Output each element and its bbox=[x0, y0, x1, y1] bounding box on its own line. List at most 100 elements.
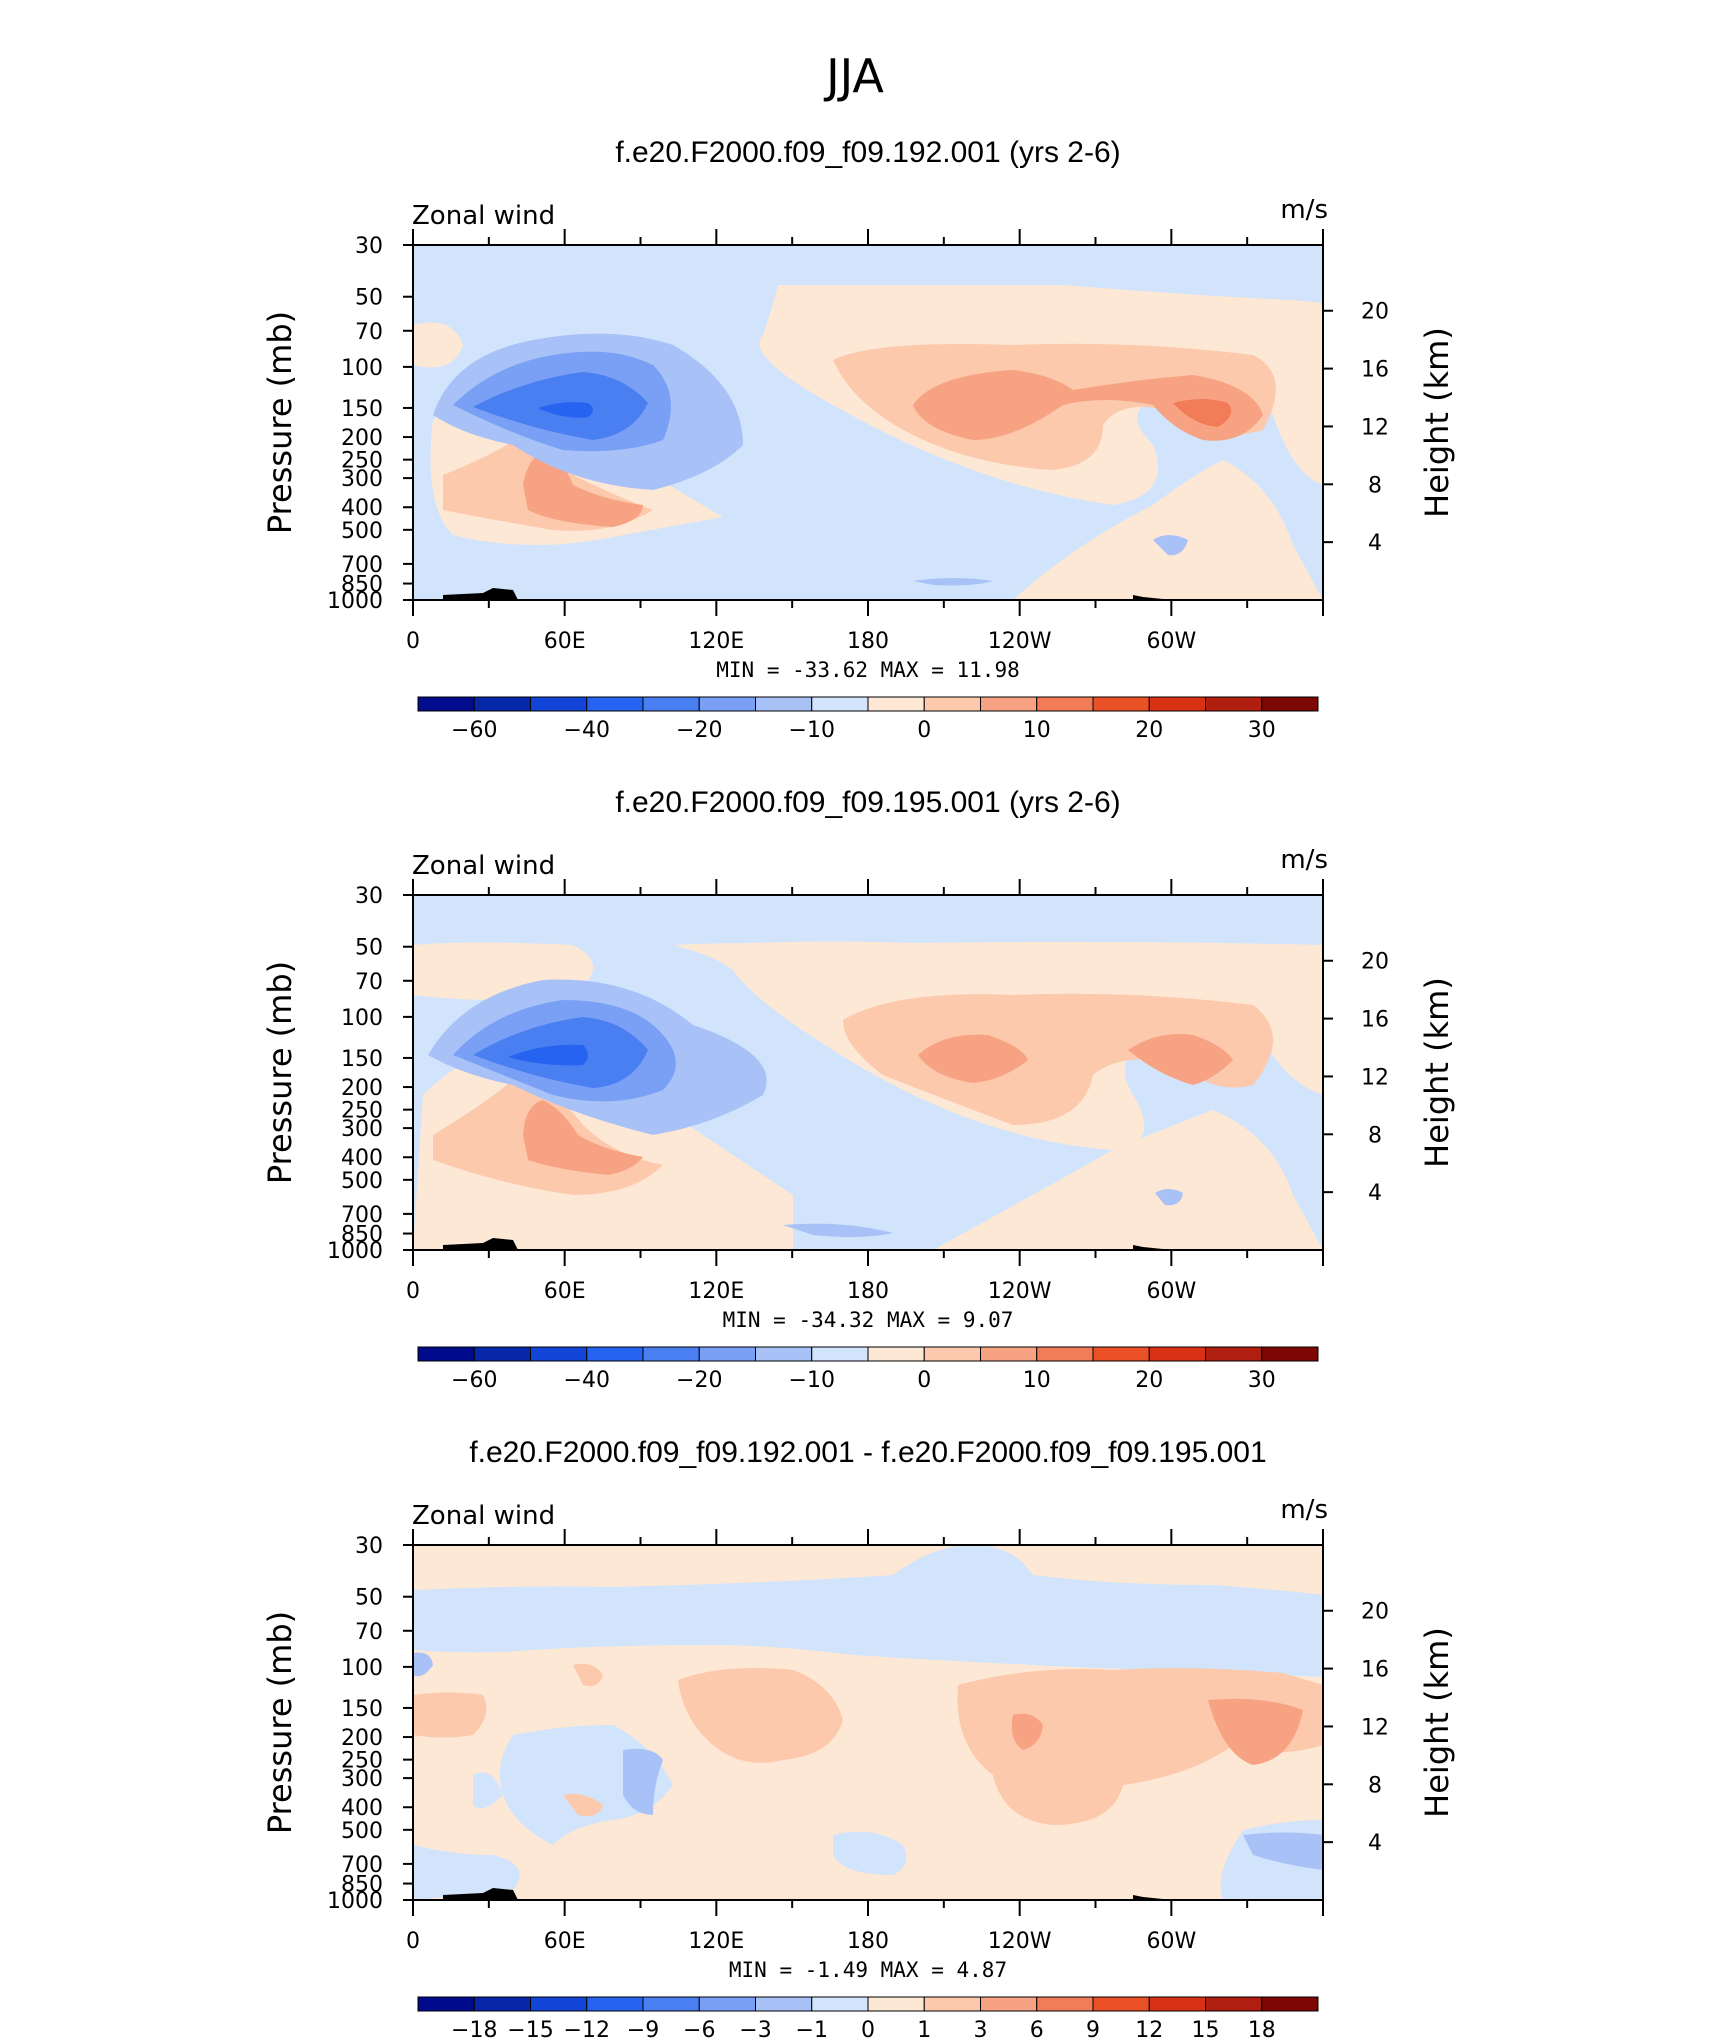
x-tick-label: 0 bbox=[406, 629, 420, 654]
y-tick-label: 500 bbox=[341, 1169, 383, 1194]
y-tick-label: 1000 bbox=[327, 1239, 383, 1264]
topography bbox=[443, 1238, 1173, 1250]
min-max-readout: MIN = -33.62 MAX = 11.98 bbox=[716, 658, 1019, 682]
y-axis-label: Pressure (mb) bbox=[261, 1611, 299, 1834]
colorbar-label: 18 bbox=[1248, 2018, 1276, 2038]
colorbar-box bbox=[1092, 696, 1150, 712]
x-tick-label: 60W bbox=[1146, 1279, 1196, 1304]
colorbar-box bbox=[867, 1996, 925, 2012]
colorbar-box bbox=[473, 696, 531, 712]
contour-plot bbox=[412, 244, 1324, 601]
y-tick-label: 200 bbox=[341, 426, 383, 451]
y-right-tick-label: 4 bbox=[1368, 531, 1382, 556]
colorbar-label: 0 bbox=[917, 718, 931, 743]
contour-level-0-right bbox=[933, 1110, 1323, 1250]
y-tick-label: 70 bbox=[355, 1620, 383, 1645]
y-axis-label: Pressure (mb) bbox=[261, 311, 299, 534]
colorbar-box bbox=[642, 1346, 700, 1362]
colorbar-box bbox=[417, 696, 475, 712]
colorbar-label: −40 bbox=[564, 1368, 610, 1393]
min-max-readout: MIN = -1.49 MAX = 4.87 bbox=[729, 1958, 1007, 1982]
y-tick-label: 50 bbox=[355, 1586, 383, 1611]
colorbar-label: 30 bbox=[1248, 1368, 1276, 1393]
colorbar-label: −15 bbox=[507, 2018, 553, 2038]
y-right-tick-label: 12 bbox=[1361, 415, 1389, 440]
contour-level-neg10-small bbox=[913, 578, 993, 586]
colorbar-label: −1 bbox=[796, 2018, 828, 2038]
colorbar-box bbox=[698, 696, 756, 712]
y-tick-label: 70 bbox=[355, 970, 383, 995]
colorbar-box bbox=[698, 1996, 756, 2012]
colorbar-label: 0 bbox=[861, 2018, 875, 2038]
colorbar-box bbox=[980, 1996, 1038, 2012]
y-tick-label: 200 bbox=[341, 1076, 383, 1101]
colorbar-label: 6 bbox=[1030, 2018, 1044, 2038]
y-right-tick-label: 20 bbox=[1361, 1600, 1389, 1625]
colorbar-box bbox=[755, 1996, 813, 2012]
colorbar-box bbox=[530, 1996, 588, 2012]
y-tick-label: 150 bbox=[341, 1047, 383, 1072]
colorbar-box bbox=[1036, 1996, 1094, 2012]
colorbar-label: −60 bbox=[451, 1368, 497, 1393]
y-tick-label: 700 bbox=[341, 1203, 383, 1228]
panel-3: f.e20.F2000.f09_f09.192.001 - f.e20.F200… bbox=[261, 1436, 1456, 2038]
y-tick-label: 500 bbox=[341, 1819, 383, 1844]
contour-level-neg10-dot bbox=[1153, 535, 1188, 556]
colorbar-box bbox=[980, 696, 1038, 712]
colorbar-box bbox=[1205, 1346, 1263, 1362]
x-tick-label: 60W bbox=[1146, 1929, 1196, 1954]
y-tick-label: 700 bbox=[341, 553, 383, 578]
colorbar-label: −10 bbox=[789, 1368, 835, 1393]
y-right-axis-label: Height (km) bbox=[1418, 977, 1456, 1168]
contour-level-5-small bbox=[523, 450, 643, 527]
colorbar-label: −40 bbox=[564, 718, 610, 743]
y-tick-label: 850 bbox=[341, 573, 383, 598]
panel-title: f.e20.F2000.f09_f09.195.001 (yrs 2-6) bbox=[615, 786, 1120, 819]
colorbar-label: 3 bbox=[974, 2018, 988, 2038]
contour-level-3 bbox=[1011, 1698, 1303, 1765]
y-right-tick-label: 16 bbox=[1361, 1008, 1389, 1033]
colorbar-box bbox=[1205, 1996, 1263, 2012]
colorbar-label: 1 bbox=[917, 2018, 931, 2038]
y-right-tick-label: 4 bbox=[1368, 1831, 1382, 1856]
y-right-tick-label: 4 bbox=[1368, 1181, 1382, 1206]
colorbar-label: 20 bbox=[1135, 1368, 1163, 1393]
colorbar-box bbox=[867, 1346, 925, 1362]
x-tick-label: 120W bbox=[988, 629, 1052, 654]
y-right-tick-label: 8 bbox=[1368, 1773, 1382, 1798]
contour-level-10 bbox=[913, 370, 1263, 441]
contour-level-12 bbox=[1173, 399, 1232, 427]
contour-level-neg1-band bbox=[413, 1545, 1323, 1677]
colorbar-box bbox=[980, 1346, 1038, 1362]
panel-title: f.e20.F2000.f09_f09.192.001 (yrs 2-6) bbox=[615, 136, 1120, 169]
x-tick-label: 120E bbox=[688, 629, 744, 654]
y-tick-label: 150 bbox=[341, 397, 383, 422]
colorbar-label: 15 bbox=[1192, 2018, 1220, 2038]
colorbar-box bbox=[923, 696, 981, 712]
y-tick-label: 500 bbox=[341, 519, 383, 544]
y-tick-label: 100 bbox=[341, 1006, 383, 1031]
colorbar-box bbox=[1148, 1346, 1206, 1362]
contour-level-0-right bbox=[1013, 460, 1323, 600]
colorbar-box bbox=[473, 1346, 531, 1362]
y-right-tick-label: 12 bbox=[1361, 1715, 1389, 1740]
colorbar-label: 0 bbox=[917, 1368, 931, 1393]
colorbar-box bbox=[1205, 696, 1263, 712]
colorbar-label: 12 bbox=[1135, 2018, 1163, 2038]
y-tick-label: 400 bbox=[341, 1146, 383, 1171]
topography bbox=[443, 588, 1173, 600]
colorbar-box bbox=[417, 1346, 475, 1362]
contour-level-0-left bbox=[413, 322, 463, 368]
panel-title: f.e20.F2000.f09_f09.192.001 - f.e20.F200… bbox=[469, 1436, 1266, 1469]
y-right-axis-label: Height (km) bbox=[1418, 1627, 1456, 1818]
colorbar-box bbox=[811, 1346, 869, 1362]
x-tick-label: 180 bbox=[847, 1929, 889, 1954]
y-axis-label: Pressure (mb) bbox=[261, 961, 299, 1184]
y-tick-label: 50 bbox=[355, 936, 383, 961]
colorbar-label: −18 bbox=[451, 2018, 497, 2038]
colorbar-label: −20 bbox=[676, 718, 722, 743]
panel-1: f.e20.F2000.f09_f09.192.001 (yrs 2-6) Zo… bbox=[261, 136, 1456, 743]
y-right-tick-label: 8 bbox=[1368, 473, 1382, 498]
x-tick-label: 180 bbox=[847, 629, 889, 654]
